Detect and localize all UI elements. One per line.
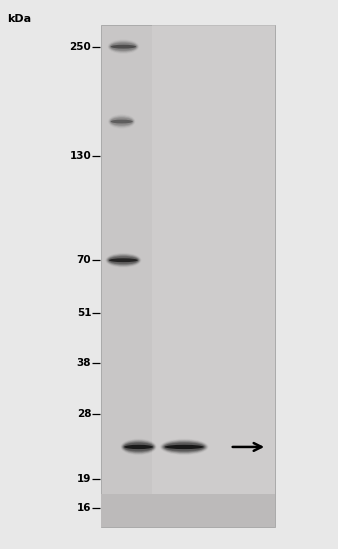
Ellipse shape bbox=[110, 43, 137, 51]
Ellipse shape bbox=[161, 440, 207, 454]
Ellipse shape bbox=[106, 254, 140, 266]
Ellipse shape bbox=[107, 255, 139, 265]
Ellipse shape bbox=[111, 44, 136, 49]
Ellipse shape bbox=[111, 120, 132, 124]
Ellipse shape bbox=[108, 256, 138, 264]
Ellipse shape bbox=[109, 41, 138, 52]
Ellipse shape bbox=[165, 445, 203, 449]
Ellipse shape bbox=[110, 117, 134, 126]
Text: 51: 51 bbox=[77, 309, 91, 318]
Ellipse shape bbox=[109, 42, 138, 52]
Text: 28: 28 bbox=[77, 409, 91, 419]
Ellipse shape bbox=[162, 441, 207, 453]
Text: 250: 250 bbox=[70, 42, 91, 52]
Text: 70: 70 bbox=[77, 255, 91, 265]
Ellipse shape bbox=[124, 445, 153, 449]
Text: kDa: kDa bbox=[7, 14, 31, 24]
Ellipse shape bbox=[123, 441, 154, 452]
Text: 16: 16 bbox=[77, 503, 91, 513]
Ellipse shape bbox=[164, 442, 204, 451]
Ellipse shape bbox=[123, 442, 154, 452]
Ellipse shape bbox=[109, 116, 134, 127]
Ellipse shape bbox=[122, 441, 155, 453]
Ellipse shape bbox=[110, 117, 133, 125]
Text: 130: 130 bbox=[70, 152, 91, 161]
Ellipse shape bbox=[110, 42, 137, 51]
FancyBboxPatch shape bbox=[152, 25, 275, 527]
Ellipse shape bbox=[106, 254, 141, 267]
Text: 38: 38 bbox=[77, 358, 91, 368]
FancyBboxPatch shape bbox=[101, 494, 275, 527]
Ellipse shape bbox=[163, 442, 205, 452]
FancyBboxPatch shape bbox=[101, 25, 275, 527]
Ellipse shape bbox=[122, 440, 155, 454]
Ellipse shape bbox=[108, 256, 139, 265]
Ellipse shape bbox=[121, 439, 156, 455]
Ellipse shape bbox=[109, 258, 138, 262]
Ellipse shape bbox=[163, 441, 206, 452]
Text: 19: 19 bbox=[77, 474, 91, 484]
Ellipse shape bbox=[161, 439, 208, 455]
Ellipse shape bbox=[124, 442, 153, 451]
Ellipse shape bbox=[110, 116, 134, 127]
Ellipse shape bbox=[107, 255, 140, 266]
